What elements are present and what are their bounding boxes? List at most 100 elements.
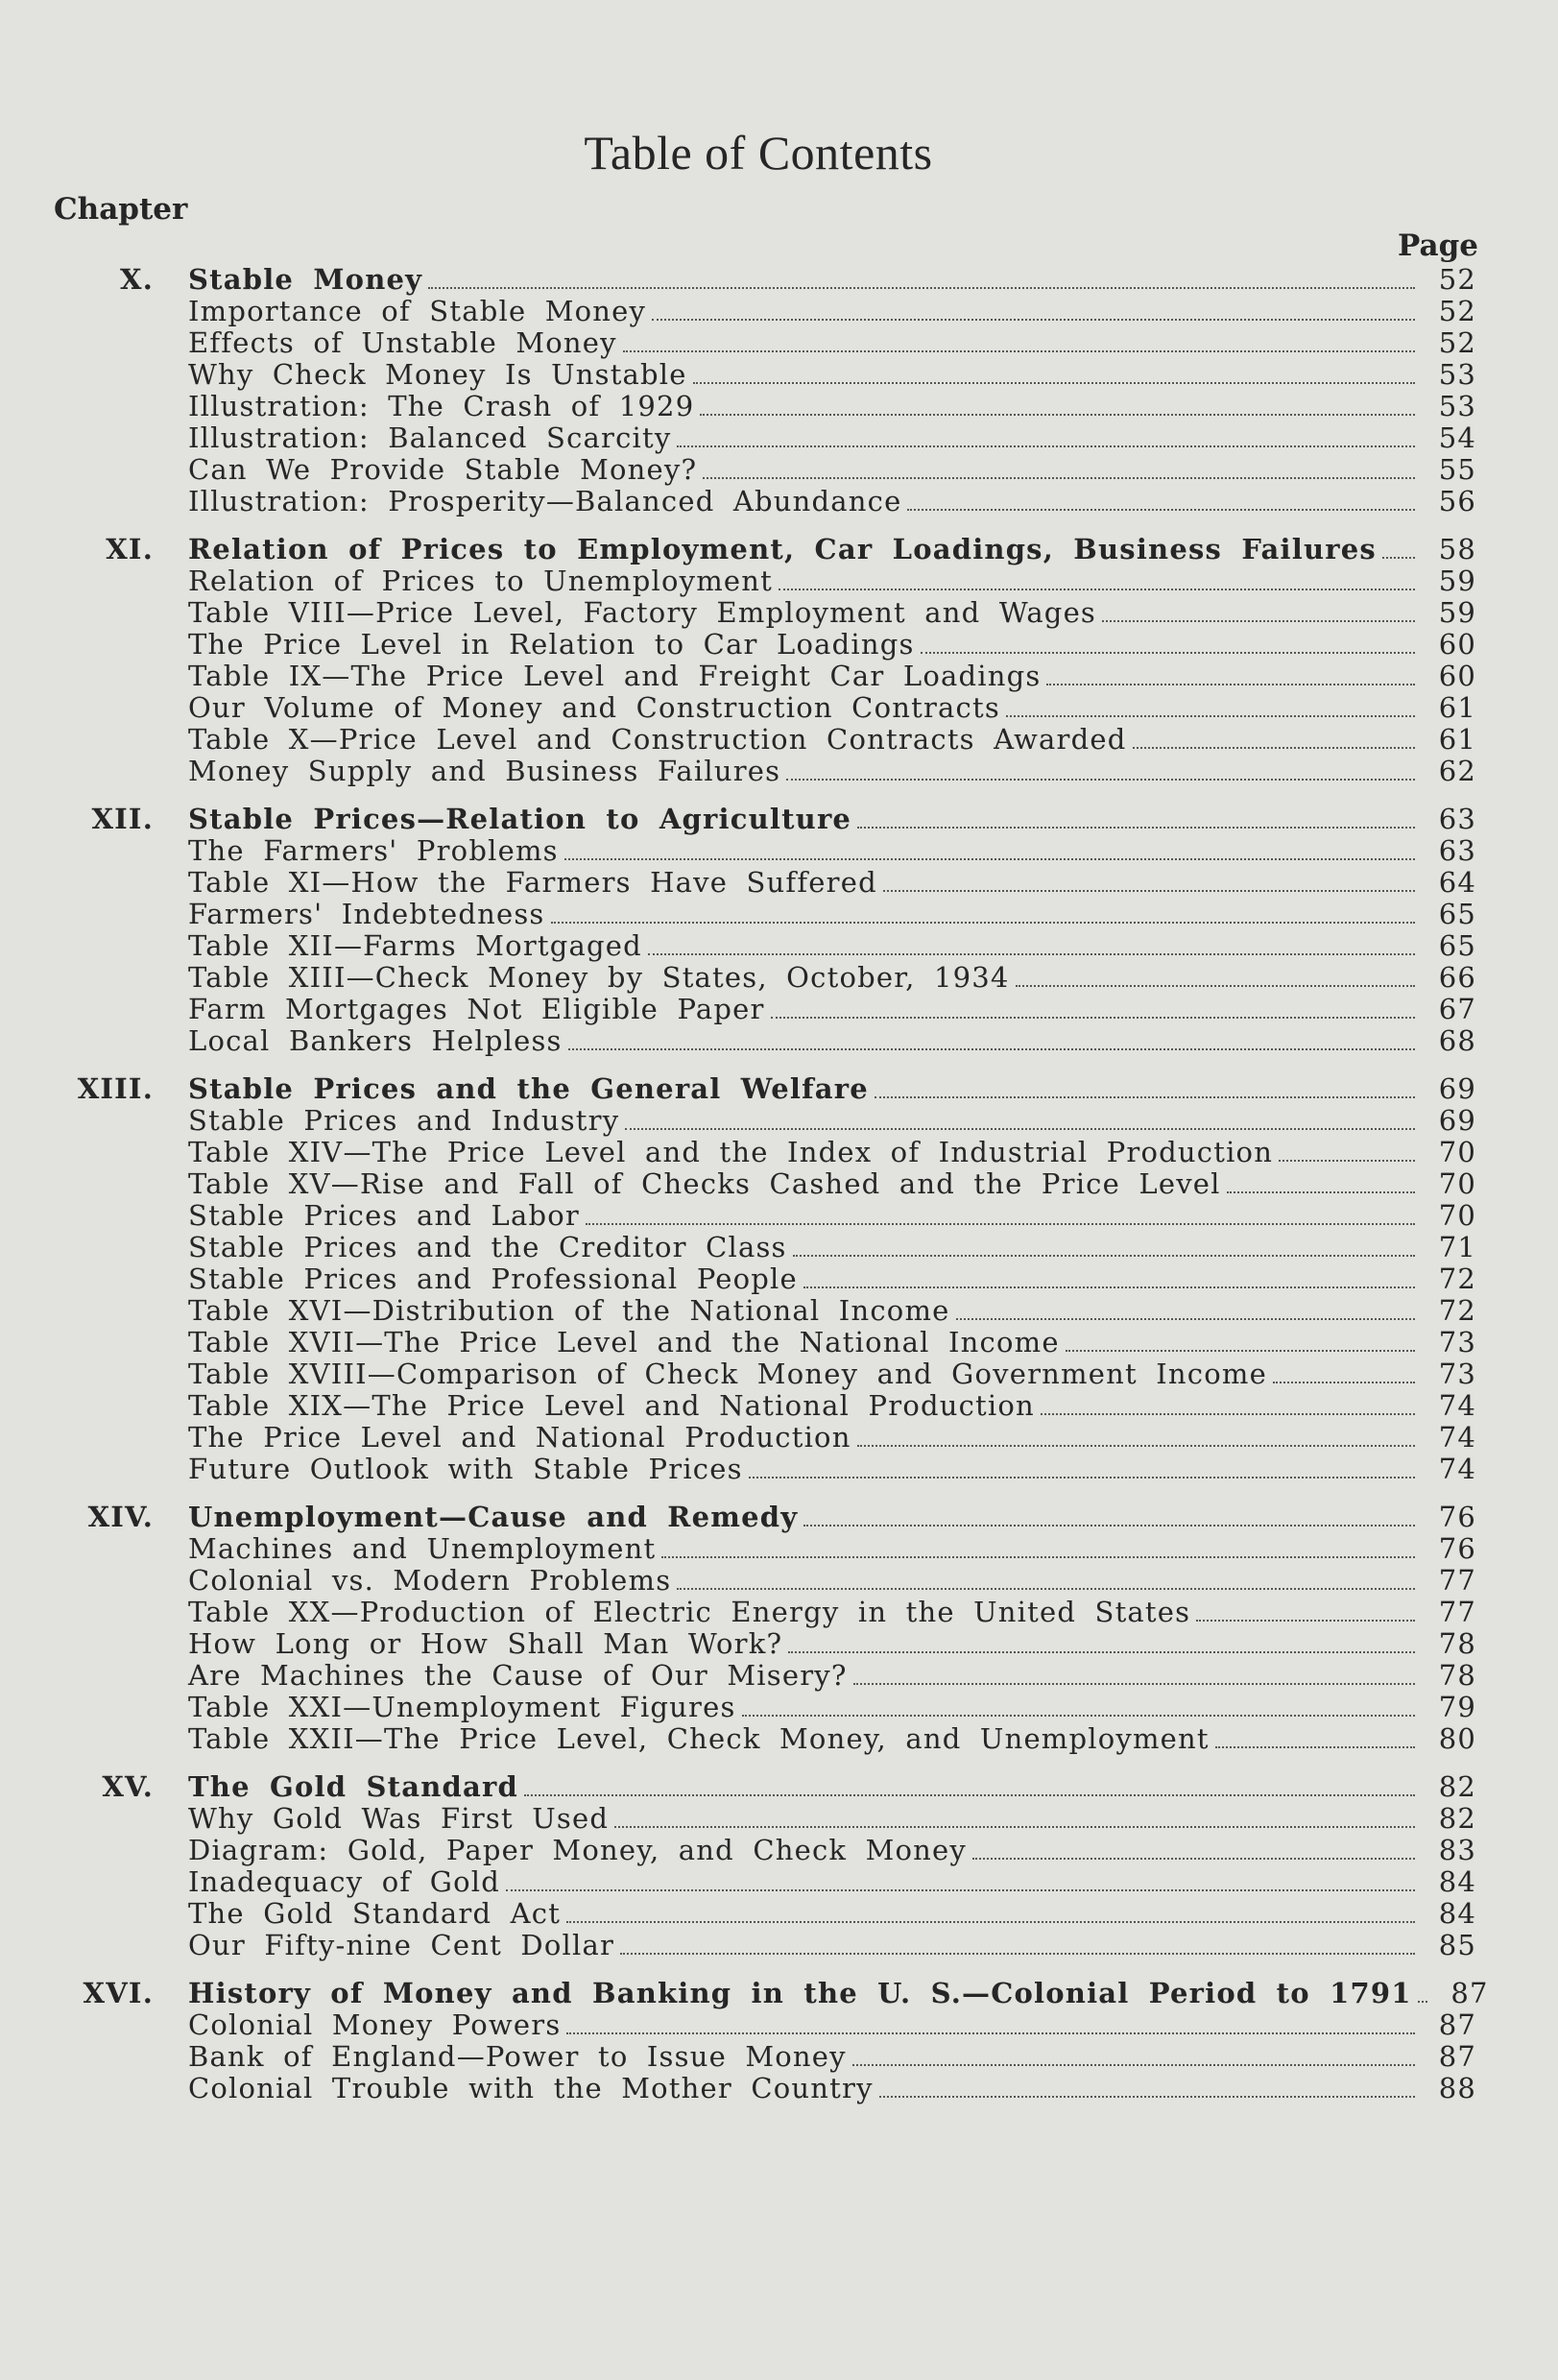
chapter-numeral: XII. <box>91 803 154 835</box>
section-row: Colonial Trouble with the Mother Country… <box>58 2072 1476 2104</box>
dot-leader <box>523 1794 1415 1796</box>
section-title: Table XXI—Unemployment Figures <box>188 1691 736 1723</box>
chapter-numeral: XVI. <box>83 1977 154 2009</box>
page-number: 64 <box>1438 866 1476 899</box>
dot-leader <box>856 1445 1415 1447</box>
dot-leader <box>788 1651 1415 1653</box>
section-row: Our Fifty-nine Cent Dollar 85 <box>58 1929 1476 1961</box>
section-title: Colonial Money Powers <box>188 2008 562 2041</box>
page-number: 87 <box>1450 1977 1489 2009</box>
page-number: 78 <box>1438 1627 1476 1660</box>
chapter-title: Relation of Prices to Employment, Car Lo… <box>188 533 1377 565</box>
section-title: Farm Mortgages Not Eligible Paper <box>188 993 765 1025</box>
dot-leader <box>677 445 1415 447</box>
section-title: Can We Provide Stable Money? <box>188 453 698 486</box>
dot-leader <box>563 858 1415 860</box>
dot-leader <box>851 2064 1415 2066</box>
section-row: Local Bankers Helpless 68 <box>58 1024 1476 1057</box>
page-number: 69 <box>1438 1072 1476 1105</box>
section-title: Stable Prices and Professional People <box>188 1262 798 1295</box>
chapter-column-label: Chapter <box>54 192 188 227</box>
section-row: Farm Mortgages Not Eligible Paper 67 <box>58 993 1476 1025</box>
dot-leader <box>955 1318 1415 1320</box>
section-row: Colonial vs. Modern Problems 77 <box>58 1564 1476 1597</box>
section-title: Why Gold Was First Used <box>188 1802 610 1835</box>
dot-leader <box>566 1921 1415 1923</box>
page-number: 70 <box>1438 1136 1476 1168</box>
section-title: Table XXII—The Price Level, Check Money,… <box>188 1722 1210 1755</box>
section-title: Colonial Trouble with the Mother Country <box>188 2072 874 2104</box>
section-row: Money Supply and Business Failures 62 <box>58 755 1476 787</box>
section-title: Are Machines the Cause of Our Misery? <box>188 1659 848 1692</box>
section-row: Stable Prices and Industry 69 <box>58 1104 1476 1137</box>
section-title: How Long or How Shall Man Work? <box>188 1627 783 1660</box>
page-number: 72 <box>1438 1294 1476 1327</box>
section-title: The Gold Standard Act <box>188 1897 562 1930</box>
dot-leader <box>585 1223 1415 1225</box>
dot-leader <box>770 1017 1415 1019</box>
dot-leader <box>1417 2001 1427 2003</box>
page-number: 71 <box>1438 1231 1476 1263</box>
dot-leader <box>792 1255 1415 1257</box>
page-number: 52 <box>1438 263 1476 296</box>
section-row: Inadequacy of Gold 84 <box>58 1865 1476 1898</box>
page-number: 59 <box>1438 596 1476 629</box>
section-row: Machines and Unemployment 76 <box>58 1532 1476 1565</box>
page-number: 67 <box>1438 993 1476 1025</box>
section-row: Stable Prices and the Creditor Class 71 <box>58 1231 1476 1263</box>
section-row: Future Outlook with Stable Prices 74 <box>58 1453 1476 1485</box>
section-row: Table XIX—The Price Level and National P… <box>58 1389 1476 1422</box>
dot-leader <box>661 1556 1415 1558</box>
page-number: 52 <box>1438 295 1476 327</box>
section-row: Why Gold Was First Used 82 <box>58 1802 1476 1835</box>
section-row: Table XVI—Distribution of the National I… <box>58 1294 1476 1327</box>
section-row: How Long or How Shall Man Work? 78 <box>58 1627 1476 1660</box>
section-title: Table XIV—The Price Level and the Index … <box>188 1136 1274 1168</box>
section-row: Table VIII—Price Level, Factory Employme… <box>58 596 1476 629</box>
page-number: 74 <box>1438 1389 1476 1422</box>
section-title: Local Bankers Helpless <box>188 1024 563 1057</box>
section-title: Table XVIII—Comparison of Check Money an… <box>188 1358 1267 1390</box>
page-number: 65 <box>1438 929 1476 962</box>
section-title: Table XV—Rise and Fall of Checks Cashed … <box>188 1167 1221 1200</box>
dot-leader <box>566 2032 1415 2034</box>
section-title: Our Fifty-nine Cent Dollar <box>188 1929 615 1961</box>
dot-leader <box>971 1858 1415 1860</box>
section-row: Illustration: Balanced Scarcity 54 <box>58 421 1476 454</box>
dot-leader <box>852 1683 1415 1685</box>
section-row: Table XV—Rise and Fall of Checks Cashed … <box>58 1167 1476 1200</box>
page-number: 82 <box>1438 1802 1476 1835</box>
section-row: Illustration: Prosperity—Balanced Abunda… <box>58 485 1476 517</box>
chapter-title: Stable Money <box>188 263 423 296</box>
page-number: 77 <box>1438 1596 1476 1628</box>
page-number: 59 <box>1438 565 1476 597</box>
page-number: 72 <box>1438 1262 1476 1295</box>
page-number: 65 <box>1438 898 1476 930</box>
page-number: 68 <box>1438 1024 1476 1057</box>
section-title: Effects of Unstable Money <box>188 326 617 359</box>
section-row: Table XI—How the Farmers Have Suffered 64 <box>58 866 1476 899</box>
section-title: Table XII—Farms Mortgaged <box>188 929 642 962</box>
page-number: 82 <box>1438 1770 1476 1803</box>
page-number: 76 <box>1438 1501 1476 1533</box>
section-title: Money Supply and Business Failures <box>188 755 781 787</box>
dot-leader <box>614 1826 1415 1828</box>
chapter-numeral: XIV. <box>87 1501 154 1533</box>
page-number: 73 <box>1438 1326 1476 1358</box>
page-number: 74 <box>1438 1421 1476 1454</box>
section-row: Table XXII—The Price Level, Check Money,… <box>58 1722 1476 1755</box>
chapter-row: XVI. History of Money and Banking in the … <box>58 1965 1488 2009</box>
page-number: 53 <box>1438 390 1476 422</box>
chapter-numeral: XV. <box>102 1770 154 1803</box>
page-number: 63 <box>1438 803 1476 835</box>
dot-leader <box>803 1286 1415 1288</box>
section-row: Colonial Money Powers 87 <box>58 2008 1476 2041</box>
page-number: 60 <box>1438 660 1476 692</box>
section-title: Machines and Unemployment <box>188 1532 657 1565</box>
dot-leader <box>1065 1350 1415 1352</box>
dot-leader <box>647 953 1415 955</box>
section-title: The Price Level and National Production <box>188 1421 851 1454</box>
table-of-contents: X. Stable Money 52 Importance of Stable Mon… <box>58 252 1488 2104</box>
section-title: Importance of Stable Money <box>188 295 647 327</box>
page-number: 70 <box>1438 1199 1476 1232</box>
